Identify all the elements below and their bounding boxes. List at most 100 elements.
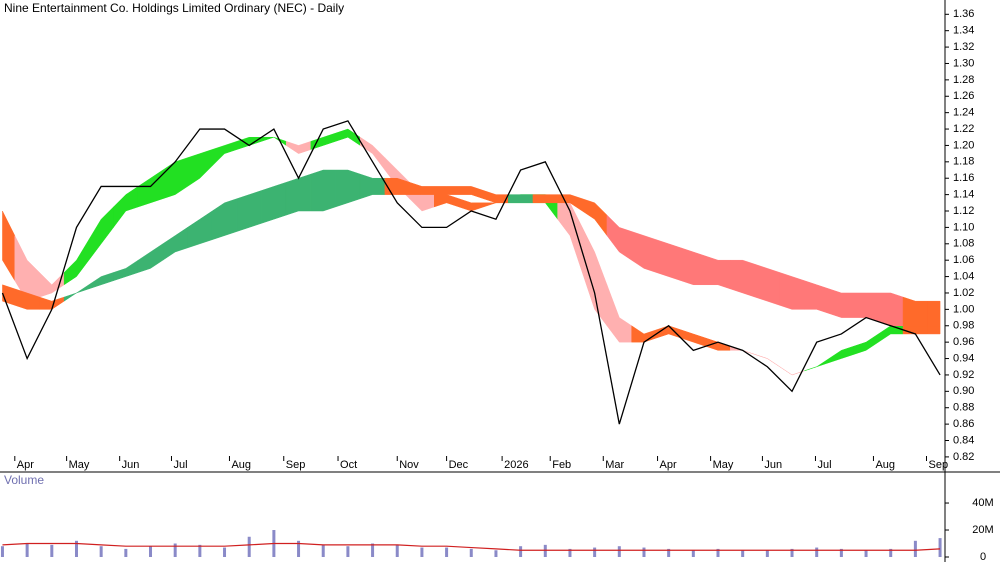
volume-title: Volume (4, 473, 44, 487)
ribbon-segment (532, 194, 558, 204)
volume-bar (913, 540, 917, 557)
ribbon-segment (285, 173, 312, 216)
y-tick-label: 1.00 (953, 303, 974, 315)
ribbon-segment (458, 198, 484, 212)
y-tick-label: 1.26 (953, 90, 974, 102)
y-tick-label: 1.34 (953, 25, 974, 37)
volume-bar (889, 548, 893, 557)
x-tick-label: Jun (764, 459, 782, 471)
ribbon-segment (310, 169, 336, 212)
ribbon-segment (162, 157, 188, 200)
volume-bar (864, 550, 868, 557)
volume-bar (371, 543, 375, 557)
x-tick-label: Apr (660, 459, 677, 471)
x-tick-label: Mar (605, 459, 624, 471)
ribbon-segment (458, 186, 484, 200)
ribbon-segment (853, 333, 879, 355)
volume-bar (593, 547, 597, 557)
ribbon-segment (261, 181, 287, 224)
chart-title: Nine Entertainment Co. Holdings Limited … (4, 1, 344, 15)
y-tick-label: 0.88 (953, 402, 974, 414)
price-line (1, 120, 941, 425)
ribbon-segment (631, 325, 657, 343)
ribbon-segment (631, 231, 657, 273)
y-tick-label: 1.06 (953, 254, 974, 266)
ribbon-segment (285, 140, 312, 154)
y-tick-label: 1.22 (953, 123, 974, 135)
ribbon-segment (359, 173, 386, 200)
y-tick-label: 0.86 (953, 418, 974, 430)
x-tick-label: Dec (449, 459, 469, 471)
ribbon-segment (113, 185, 139, 229)
volume-bar (74, 540, 78, 557)
ribbon-segment (902, 325, 928, 335)
volume-bar (469, 548, 473, 557)
y-tick-label: 0 (980, 551, 986, 562)
ribbon-segment (680, 247, 706, 286)
y-tick-label: 1.02 (953, 287, 974, 299)
x-tick-label: Nov (399, 459, 419, 471)
y-tick-label: 1.32 (953, 41, 974, 53)
ribbon-segment (63, 238, 90, 286)
volume-bar (346, 546, 350, 557)
y-tick-label: 1.28 (953, 74, 974, 86)
ribbon-segment (927, 325, 941, 335)
y-tick-label: 1.14 (953, 189, 974, 201)
x-tick-label: Jun (122, 459, 140, 471)
x-tick-label: Oct (340, 459, 357, 471)
y-tick-label: 0.98 (953, 320, 974, 332)
y-tick-label: 20M (972, 524, 993, 536)
y-tick-label: 1.36 (953, 8, 974, 20)
ribbon-segment (335, 128, 361, 146)
ribbon-segment (88, 272, 114, 290)
volume-bar (790, 548, 794, 557)
y-tick-label: 0.84 (953, 434, 974, 446)
ribbon-segment (187, 210, 213, 249)
y-tick-label: 1.20 (953, 139, 974, 151)
volume-bar (617, 546, 621, 557)
volume-bar (420, 547, 424, 557)
x-tick-label: Aug (875, 459, 895, 471)
volume-bar (667, 548, 671, 557)
ribbon-segment (927, 300, 941, 327)
ribbon-segment (730, 259, 756, 298)
y-tick-label: 1.12 (953, 205, 974, 217)
volume-bar (198, 544, 202, 557)
ribbon-segment (705, 255, 731, 290)
ribbon-segment (606, 214, 632, 261)
volume-bar (691, 550, 695, 557)
y-tick-label: 1.24 (953, 107, 974, 119)
ribbon-segment (582, 227, 608, 327)
ribbon-segment (63, 284, 90, 302)
y-tick-label: 40M (972, 497, 993, 509)
volume-bar (642, 547, 646, 557)
ribbon-segment (211, 198, 238, 241)
y-tick-label: 1.10 (953, 221, 974, 233)
volume-bar (0, 546, 4, 557)
ribbon-segment (113, 259, 139, 282)
volume-average (2, 542, 941, 551)
x-tick-label: May (713, 459, 734, 471)
y-tick-label: 1.08 (953, 238, 974, 250)
y-tick-label: 0.96 (953, 336, 974, 348)
ribbon-segment (828, 288, 854, 318)
y-tick-label: 1.04 (953, 270, 974, 282)
ribbon-segment (878, 292, 904, 327)
x-tick-label: Sep (286, 459, 306, 471)
ribbon-segment (409, 181, 435, 195)
x-tick-label: Apr (17, 459, 34, 471)
y-tick-label: 0.92 (953, 369, 974, 381)
ribbon-segment (606, 284, 632, 343)
x-tick-label: Sep (928, 459, 948, 471)
ribbon-segment (162, 226, 188, 261)
y-tick-label: 0.82 (953, 451, 974, 463)
y-tick-label: 1.30 (953, 57, 974, 69)
x-tick-label: Feb (552, 459, 571, 471)
ribbon-segment (828, 345, 854, 363)
ribbon-segment (2, 284, 16, 306)
volume-bar (938, 538, 942, 557)
ribbon-segment (2, 210, 16, 282)
volume-bar (494, 550, 498, 557)
ribbon-segment (137, 243, 164, 273)
volume-bar (741, 550, 745, 557)
